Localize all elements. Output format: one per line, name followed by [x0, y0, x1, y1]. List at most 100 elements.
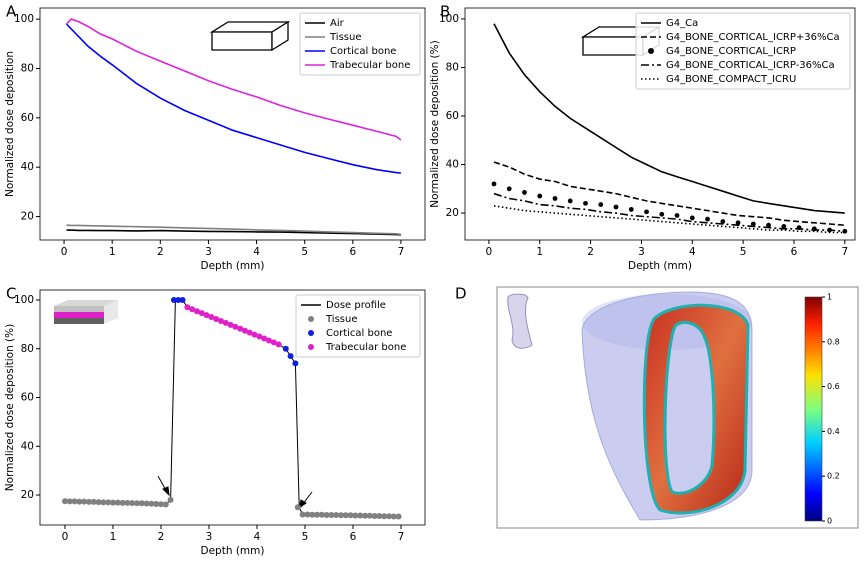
x-axis-label: Depth (mm) — [201, 545, 265, 557]
data-point — [81, 498, 88, 505]
data-point — [157, 501, 164, 508]
x-tick-label: 1 — [536, 246, 543, 258]
data-point — [143, 500, 150, 507]
data-point — [270, 339, 277, 346]
data-point — [282, 345, 289, 352]
y-axis-label: Normalized dose deposition — [4, 51, 16, 197]
data-point — [217, 317, 224, 324]
x-tick-label: 6 — [350, 531, 357, 543]
colorbar-tick-label: 1 — [827, 293, 832, 302]
legend-box — [295, 294, 421, 358]
data-point — [90, 498, 97, 505]
data-line — [493, 23, 845, 214]
data-point — [376, 512, 383, 519]
data-point — [133, 500, 140, 507]
data-point — [105, 499, 112, 506]
arrow — [157, 475, 313, 510]
y-tick-label: 80 — [21, 343, 34, 355]
x-tick-label: 0 — [61, 246, 68, 258]
cube-icon — [209, 20, 291, 52]
panel-label: C — [6, 285, 16, 303]
legend-label: Dose profile — [326, 300, 386, 311]
data-point — [167, 496, 174, 503]
x-tick-label: 5 — [301, 246, 308, 258]
colorbar-tick-label: 0 — [827, 517, 832, 526]
x-tick-label: 7 — [398, 246, 405, 258]
legend-label: Tissue — [329, 32, 362, 43]
data-point — [309, 511, 316, 518]
panel-label: D — [455, 285, 467, 303]
data-point — [323, 512, 330, 519]
data-point — [299, 511, 306, 518]
data-point — [294, 504, 301, 511]
data-point — [766, 222, 771, 228]
data-point — [720, 219, 726, 224]
legend-box — [299, 12, 421, 76]
legend-marker — [308, 344, 314, 350]
data-point — [179, 296, 186, 303]
data-point — [129, 500, 136, 507]
data-point — [381, 513, 388, 520]
data-point — [265, 337, 272, 344]
data-point — [124, 499, 131, 506]
panel-frame — [496, 286, 859, 529]
colorbar-tick-label: 0.2 — [827, 472, 840, 481]
data-point — [85, 498, 92, 505]
x-tick-label: 6 — [791, 246, 798, 258]
data-point — [193, 308, 200, 315]
data-point — [251, 331, 258, 338]
data-point — [148, 500, 155, 507]
colorbar-tick-label: 0.4 — [827, 427, 840, 436]
data-point — [659, 211, 665, 217]
legend-label: G4_BONE_CORTICAL_ICRP-36%Ca — [666, 60, 835, 71]
data-point — [246, 329, 253, 336]
x-tick-label: 2 — [587, 246, 594, 258]
data-point — [598, 202, 604, 207]
x-tick-label: 3 — [206, 531, 213, 543]
x-tick-label: 7 — [841, 246, 848, 258]
render — [507, 291, 753, 521]
data-point — [390, 513, 397, 520]
data-line — [65, 23, 401, 174]
legend-label: G4_Ca — [666, 18, 698, 29]
panel-label: B — [440, 3, 450, 21]
data-point — [61, 498, 68, 505]
data-point — [71, 498, 78, 505]
y-tick-label: 80 — [446, 61, 459, 73]
x-tick-label: 4 — [689, 246, 696, 258]
data-point — [552, 196, 558, 201]
data-point — [109, 499, 116, 506]
data-point — [313, 511, 320, 518]
data-point — [189, 306, 196, 313]
data-point — [644, 209, 649, 215]
data-point — [162, 501, 169, 508]
x-tick-label: 0 — [486, 246, 493, 258]
data-point — [750, 221, 756, 227]
plot-frame — [39, 7, 426, 241]
legend-label: G4_BONE_CORTICAL_ICRP+36%Ca — [666, 32, 840, 43]
data-point — [842, 228, 848, 234]
data-point — [256, 333, 263, 340]
x-tick-label: 2 — [157, 246, 164, 258]
slab-icon — [54, 300, 118, 324]
data-point — [198, 310, 205, 317]
data-point — [138, 500, 145, 507]
colorbar — [804, 296, 823, 522]
y-tick-label: 60 — [21, 112, 34, 124]
data-point — [735, 220, 741, 226]
data-point — [261, 335, 268, 342]
plot-frame — [39, 289, 426, 526]
y-tick-label: 20 — [21, 211, 34, 223]
y-tick-label: 20 — [446, 207, 459, 219]
legend-marker — [648, 48, 654, 54]
data-point — [241, 327, 248, 334]
y-tick-label: 40 — [21, 440, 34, 452]
data-point — [522, 190, 527, 195]
x-tick-label: 1 — [110, 531, 117, 543]
y-tick-label: 40 — [21, 161, 34, 173]
data-point — [119, 499, 126, 506]
data-point — [347, 512, 354, 519]
legend-label: Trabecular bone — [329, 60, 410, 71]
data-point — [213, 316, 220, 323]
